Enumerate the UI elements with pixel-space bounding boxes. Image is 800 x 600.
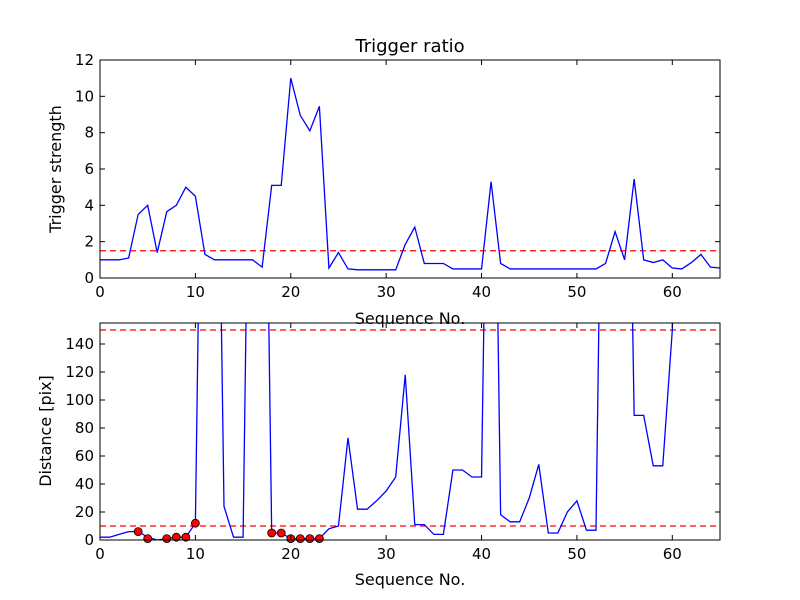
top-chart-title: Trigger ratio bbox=[354, 36, 464, 57]
bottom-marker-point bbox=[267, 528, 277, 538]
bottom-x-tick-label: 0 bbox=[95, 545, 105, 563]
bottom-x-tick-label: 50 bbox=[567, 545, 586, 563]
top-x-tick-label: 30 bbox=[377, 283, 396, 301]
top-y-axis-label: Trigger strength bbox=[46, 105, 65, 234]
bottom-marker-point bbox=[305, 534, 315, 543]
bottom-y-tick-label: 20 bbox=[75, 503, 94, 521]
top-x-tick-label: 10 bbox=[186, 283, 205, 301]
top-x-tick-label: 50 bbox=[567, 283, 586, 301]
top-y-tick-label: 4 bbox=[84, 196, 94, 214]
bottom-series-group bbox=[100, 323, 720, 540]
top-x-tick-label: 0 bbox=[95, 283, 105, 301]
bottom-y-axis-label: Distance [pix] bbox=[36, 375, 55, 487]
bottom-y-tick-label: 40 bbox=[75, 475, 94, 493]
bottom-x-tick-label: 30 bbox=[377, 545, 396, 563]
bottom-series-line bbox=[100, 323, 674, 540]
top-y-tick-label: 12 bbox=[75, 51, 94, 69]
bottom-marker-point bbox=[162, 534, 172, 543]
top-y-tick-label: 6 bbox=[84, 160, 94, 178]
top-x-tick-label: 40 bbox=[472, 283, 491, 301]
bottom-plot-area: 0 10 20 30 40 50 60 0 20 40 60 80 100 120 140 bbox=[65, 322, 721, 563]
top-series-line bbox=[100, 78, 720, 271]
bottom-marker-point bbox=[133, 527, 143, 536]
top-chart: Trigger ratio 0 10 20 30 40 50 60 0 2 4 6 8 10 12 Seq… bbox=[46, 36, 721, 328]
bottom-y-tick-label: 140 bbox=[65, 335, 94, 353]
top-y-tick-label: 2 bbox=[84, 233, 94, 251]
top-x-axis-label: Sequence No. bbox=[355, 309, 466, 328]
bottom-y-tick-label: 0 bbox=[84, 531, 94, 549]
top-plot-area: 0 10 20 30 40 50 60 0 2 4 6 8 10 12 bbox=[75, 51, 721, 301]
bottom-marker-point bbox=[190, 518, 200, 528]
bottom-y-tick-label: 100 bbox=[65, 391, 94, 409]
bottom-x-axis-label: Sequence No. bbox=[355, 570, 466, 589]
bottom-x-tick-label: 40 bbox=[472, 545, 491, 563]
bottom-axes-frame bbox=[99, 322, 721, 541]
top-x-tick-label: 20 bbox=[281, 283, 300, 301]
bottom-y-tick-label: 120 bbox=[65, 363, 94, 381]
top-y-tick-label: 0 bbox=[84, 269, 94, 287]
bottom-x-tick-label: 60 bbox=[663, 545, 682, 563]
top-y-tick-label: 10 bbox=[75, 87, 94, 105]
bottom-marker-point bbox=[171, 532, 181, 542]
top-series-group bbox=[100, 78, 720, 271]
bottom-x-tick-label: 20 bbox=[281, 545, 300, 563]
bottom-marker-point bbox=[181, 532, 191, 542]
bottom-chart: 0 10 20 30 40 50 60 0 20 40 60 80 100 120 140 Sequence… bbox=[36, 322, 721, 589]
bottom-x-tick-label: 10 bbox=[186, 545, 205, 563]
bottom-marker-point bbox=[143, 534, 153, 543]
bottom-marker-point bbox=[295, 534, 305, 543]
top-x-tick-label: 60 bbox=[663, 283, 682, 301]
bottom-y-tick-label: 80 bbox=[75, 419, 94, 437]
bottom-y-tick-label: 60 bbox=[75, 447, 94, 465]
bottom-marker-point bbox=[314, 534, 324, 543]
bottom-marker-point bbox=[276, 528, 286, 538]
top-y-tick-label: 8 bbox=[84, 124, 94, 142]
